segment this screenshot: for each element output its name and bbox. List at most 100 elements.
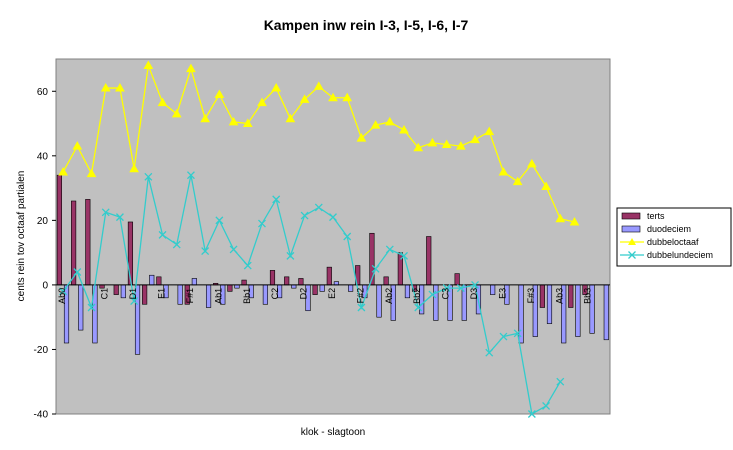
point-dubbelundeciem bbox=[513, 329, 522, 338]
point-dubbeloctaaf bbox=[384, 116, 395, 126]
bar-terts bbox=[227, 284, 233, 292]
legend-label: terts bbox=[647, 211, 665, 221]
bar-duodeciem bbox=[177, 284, 183, 305]
bar-terts bbox=[85, 199, 91, 286]
x-category-label: E3 bbox=[497, 288, 507, 299]
point-dubbelundeciem bbox=[243, 261, 252, 270]
bar-terts bbox=[142, 284, 148, 305]
point-dubbelundeciem bbox=[371, 264, 380, 273]
x-category-label: D2 bbox=[299, 288, 309, 300]
point-dubbeloctaaf bbox=[58, 166, 68, 176]
bar-terts bbox=[426, 236, 432, 286]
point-dubbelundeciem bbox=[400, 251, 408, 260]
x-category-label: D3 bbox=[469, 288, 479, 300]
point-dubbeloctaaf bbox=[512, 176, 523, 186]
x-category-labels: Ab0 C1 D1 E1 F#1 Ab1 Bb1 C2 D2 E2 F#2 Ab2 Bb2 C3 D3 E3 F… bbox=[57, 288, 593, 304]
y-axis-title: cents rein tov octaaf partialen bbox=[16, 171, 27, 302]
point-dubbelundeciem bbox=[59, 287, 68, 296]
point-dubbelundeciem bbox=[272, 195, 281, 204]
point-dubbelundeciem bbox=[385, 245, 394, 254]
point-dubbelundeciem bbox=[144, 172, 153, 181]
bar-duodeciem bbox=[149, 274, 155, 286]
point-dubbeloctaaf bbox=[86, 168, 97, 178]
y-tick-label: -40 bbox=[34, 410, 49, 421]
point-dubbelundeciem bbox=[414, 303, 423, 312]
x-category-label: Bb1 bbox=[242, 288, 252, 304]
y-tick-label: 60 bbox=[37, 87, 49, 98]
point-dubbeloctaaf bbox=[441, 139, 452, 149]
lines-layer bbox=[58, 60, 580, 418]
point-dubbelundeciem bbox=[101, 208, 110, 217]
point-dubbeloctaaf bbox=[370, 120, 381, 129]
point-dubbeloctaaf bbox=[470, 134, 480, 144]
bar-duodeciem bbox=[603, 284, 609, 341]
point-dubbeloctaaf bbox=[399, 124, 409, 134]
point-dubbelundeciem bbox=[115, 213, 124, 222]
bar-terts bbox=[312, 284, 318, 295]
point-dubbeloctaaf bbox=[285, 113, 296, 123]
line-dubbelundeciem bbox=[62, 175, 561, 416]
y-tick-label: 20 bbox=[37, 216, 49, 227]
x-category-label: C2 bbox=[270, 288, 280, 300]
bar-terts bbox=[383, 276, 389, 286]
y-tick-label: 40 bbox=[37, 151, 49, 162]
point-dubbeloctaaf bbox=[328, 92, 338, 102]
point-dubbeloctaaf bbox=[427, 137, 438, 147]
bar-terts bbox=[454, 273, 460, 286]
point-dubbeloctaaf bbox=[200, 113, 211, 123]
x-category-label: Ab0 bbox=[57, 288, 67, 304]
point-dubbeloctaaf bbox=[214, 89, 225, 98]
x-category-label: E2 bbox=[327, 288, 337, 299]
point-dubbelundeciem bbox=[556, 377, 565, 386]
point-dubbelundeciem bbox=[542, 401, 551, 410]
point-dubbelundeciem bbox=[87, 303, 96, 312]
x-category-label: C3 bbox=[441, 288, 451, 300]
legend: terts duodeciem dubbeloctaaf dubbelundeciem bbox=[616, 207, 732, 267]
point-dubbeloctaaf bbox=[484, 126, 495, 136]
point-dubbeloctaaf bbox=[299, 94, 310, 103]
legend-marker bbox=[628, 238, 636, 245]
point-dubbeloctaaf bbox=[342, 92, 353, 102]
point-dubbelundeciem bbox=[357, 303, 366, 312]
point-dubbelundeciem bbox=[229, 245, 238, 254]
x-category-label: Ab2 bbox=[384, 288, 394, 304]
bar-terts bbox=[298, 278, 304, 286]
bar-terts bbox=[56, 174, 62, 286]
point-dubbelundeciem bbox=[485, 348, 494, 357]
point-dubbelundeciem bbox=[471, 280, 480, 289]
x-category-label: E1 bbox=[157, 288, 167, 299]
x-category-label: F#3 bbox=[526, 288, 536, 304]
y-tick-label: 0 bbox=[42, 280, 48, 291]
point-dubbeloctaaf bbox=[242, 118, 253, 128]
point-dubbeloctaaf bbox=[569, 216, 580, 226]
plot-area bbox=[55, 58, 611, 415]
legend-swatch-duodeciem bbox=[621, 225, 641, 233]
point-dubbeloctaaf bbox=[72, 141, 83, 150]
point-dubbelundeciem bbox=[527, 410, 536, 418]
point-dubbeloctaaf bbox=[115, 83, 125, 92]
point-dubbelundeciem bbox=[300, 211, 309, 220]
x-category-label: Bb2 bbox=[412, 288, 422, 304]
point-dubbeloctaaf bbox=[356, 133, 367, 142]
point-dubbelundeciem bbox=[329, 213, 337, 222]
point-dubbeloctaaf bbox=[527, 158, 537, 168]
point-dubbeloctaaf bbox=[143, 60, 154, 69]
y-axis: -40 -20 0 20 40 60 bbox=[34, 87, 56, 421]
point-dubbelundeciem bbox=[73, 268, 82, 276]
point-dubbelundeciem bbox=[201, 247, 210, 255]
point-dubbelundeciem bbox=[172, 240, 181, 249]
point-dubbeloctaaf bbox=[100, 83, 111, 92]
point-dubbelundeciem bbox=[130, 297, 139, 306]
bar-duodeciem bbox=[376, 284, 382, 318]
y-tick-label: -20 bbox=[34, 345, 49, 356]
point-dubbeloctaaf bbox=[257, 97, 267, 107]
bar-duodeciem bbox=[120, 284, 126, 299]
x-category-label: Bb3 bbox=[583, 288, 593, 304]
point-dubbelundeciem bbox=[286, 251, 295, 260]
legend-swatch-terts bbox=[621, 212, 641, 220]
point-dubbeloctaaf bbox=[186, 63, 196, 73]
point-dubbeloctaaf bbox=[498, 166, 509, 176]
point-dubbelundeciem bbox=[158, 230, 167, 239]
point-dubbeloctaaf bbox=[228, 116, 239, 126]
